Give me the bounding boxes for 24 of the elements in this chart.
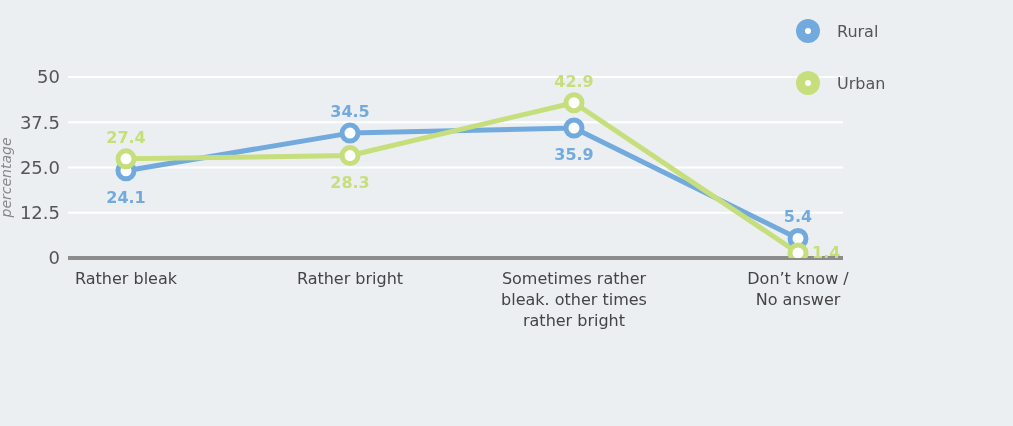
- point: [563, 92, 585, 114]
- y-tick-label: 12.5: [19, 202, 60, 224]
- data-label: 28.3: [330, 172, 370, 192]
- y-tick-label: 50: [37, 66, 60, 88]
- point: [339, 122, 361, 144]
- point: [339, 145, 361, 167]
- y-tick-label: 0: [48, 247, 60, 269]
- data-label: 27.4: [106, 127, 146, 147]
- x-tick-label: Rather bleak: [74, 269, 178, 288]
- y-axis-title: percentage: [0, 137, 14, 219]
- legend-label: Urban: [837, 73, 886, 93]
- point: [563, 117, 585, 139]
- x-tick-label: Sometimes rather bleak. other times rather bright: [501, 269, 647, 330]
- data-label: 5.4: [783, 207, 813, 227]
- data-label: 24.1: [106, 187, 146, 207]
- y-tick-label: 37.5: [19, 111, 60, 133]
- x-tick-label: Rather bright: [296, 269, 404, 288]
- data-label: 42.9: [554, 71, 594, 91]
- data-label: 34.5: [330, 102, 370, 122]
- legend-label: Rural: [837, 21, 879, 41]
- y-tick-label: 25.0: [19, 156, 60, 178]
- data-label: 35.9: [554, 145, 594, 165]
- x-tick-label: Don’t know / No answer: [747, 269, 850, 309]
- point: [115, 148, 137, 170]
